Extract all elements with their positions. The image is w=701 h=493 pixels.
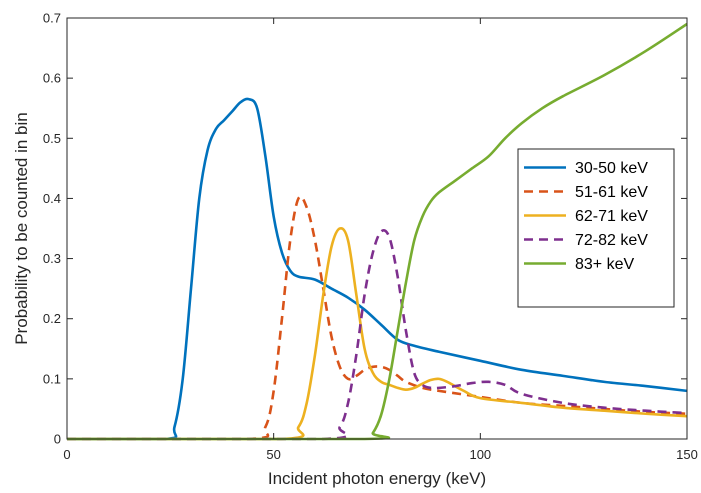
y-tick-label: 0.2 [43, 311, 61, 326]
legend: 30-50 keV 51-61 keV 62-71 keV 72-82 keV 83+ … [517, 148, 675, 308]
legend-label-62-71-kev: 62-71 keV [575, 208, 648, 225]
x-axis-title: Incident photon energy (keV) [268, 469, 486, 488]
legend-label-72-82-kev: 72-82 keV [575, 232, 648, 249]
legend-label-83-kev: 83+ keV [575, 256, 634, 273]
y-tick-label: 0.5 [43, 131, 61, 146]
plot-area-frame [66, 17, 688, 440]
x-tick-label: 50 [266, 447, 280, 462]
legend-label-51-61-kev: 51-61 keV [575, 184, 648, 201]
x-tick-label: 150 [676, 447, 698, 462]
y-tick-label: 0.7 [43, 11, 61, 26]
y-tick-label: 0.6 [43, 71, 61, 86]
series-line-30-50-kev [67, 97, 688, 441]
x-axis-ticks: 0 50 100 150 [63, 18, 698, 462]
y-tick-label: 0 [54, 432, 61, 447]
legend-label-30-50-kev: 30-50 keV [575, 160, 648, 177]
y-tick-label: 0.1 [43, 371, 61, 386]
y-axis-title: Probability to be counted in bin [12, 112, 31, 345]
series-line-72-82-kev [67, 229, 688, 441]
series-lines [67, 22, 688, 441]
y-axis-ticks: 0 0.1 0.2 0.3 0.4 0.5 0.6 0.7 [43, 11, 687, 447]
x-tick-label: 100 [469, 447, 491, 462]
series-line-51-61-kev [67, 195, 688, 441]
legend-box [517, 148, 675, 308]
series-line-83-kev [67, 22, 688, 441]
y-tick-label: 0.3 [43, 251, 61, 266]
x-tick-label: 0 [63, 447, 70, 462]
y-tick-label: 0.4 [43, 191, 61, 206]
